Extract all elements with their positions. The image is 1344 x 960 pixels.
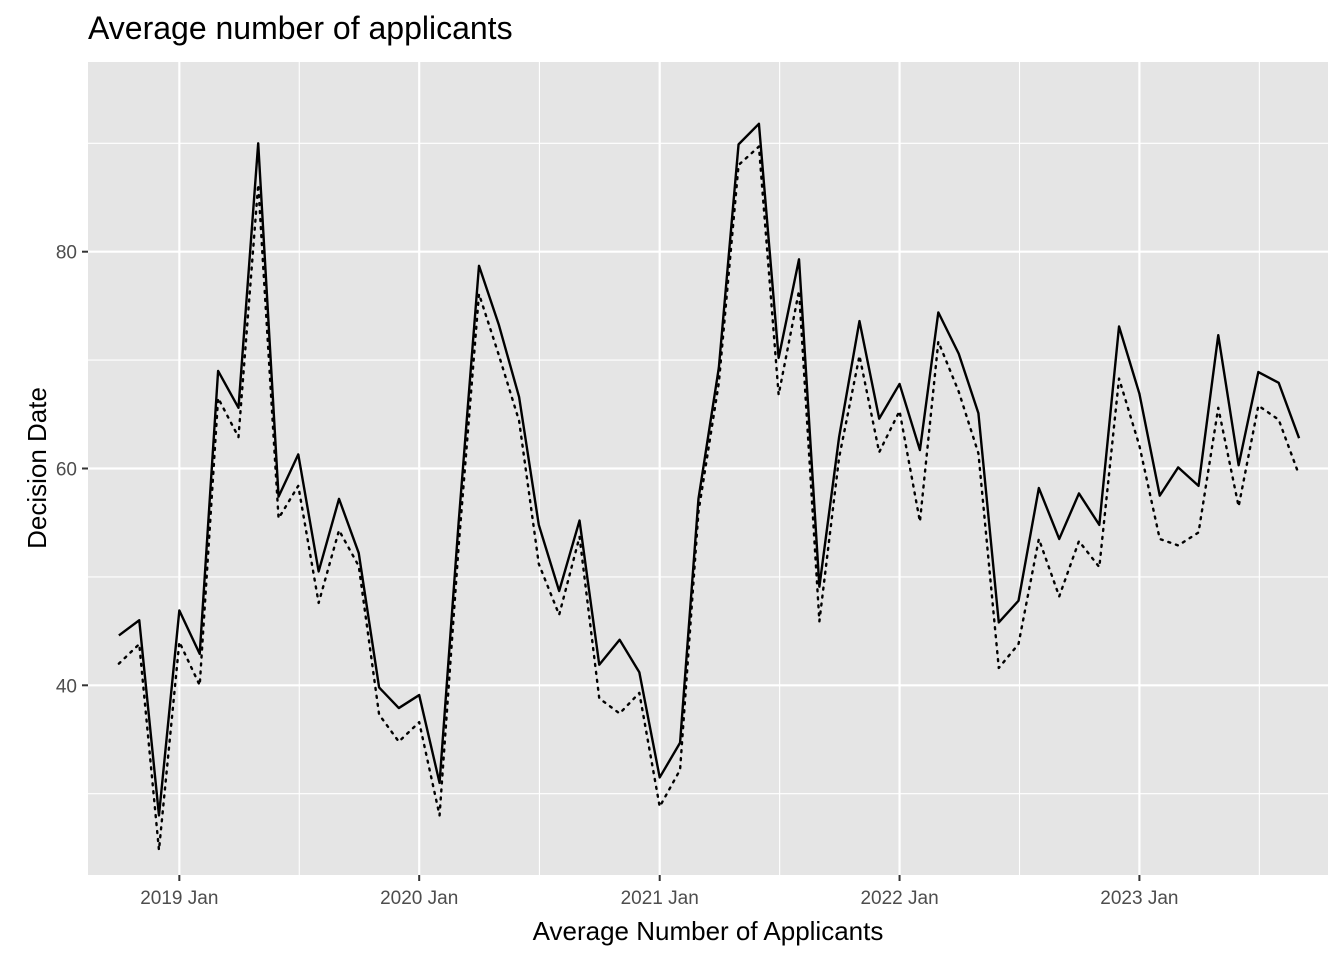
x-axis-title: Average Number of Applicants [533, 916, 884, 946]
minor-gridlines [88, 62, 1328, 875]
x-tick-label: 2021 Jan [621, 888, 699, 909]
x-tick-label: 2019 Jan [140, 888, 218, 909]
major-gridlines [88, 62, 1328, 875]
x-tick-label: 2020 Jan [380, 888, 458, 909]
chart-title: Average number of applicants [88, 10, 513, 46]
x-axis: 2019 Jan 2020 Jan 2021 Jan 2022 Jan 2023 Jan [140, 875, 1178, 909]
series-line-dotted [117, 145, 1301, 852]
y-tick-label: 40 [56, 676, 77, 697]
series-line-solid [118, 122, 1301, 817]
series-layer [117, 122, 1301, 852]
y-tick-label: 60 [56, 460, 77, 481]
y-axis-title: Decision Date [22, 387, 52, 549]
x-tick-label: 2023 Jan [1100, 888, 1178, 909]
y-tick-label: 80 [56, 243, 77, 264]
y-axis: 40 60 80 [56, 243, 88, 697]
x-tick-label: 2022 Jan [860, 888, 938, 909]
